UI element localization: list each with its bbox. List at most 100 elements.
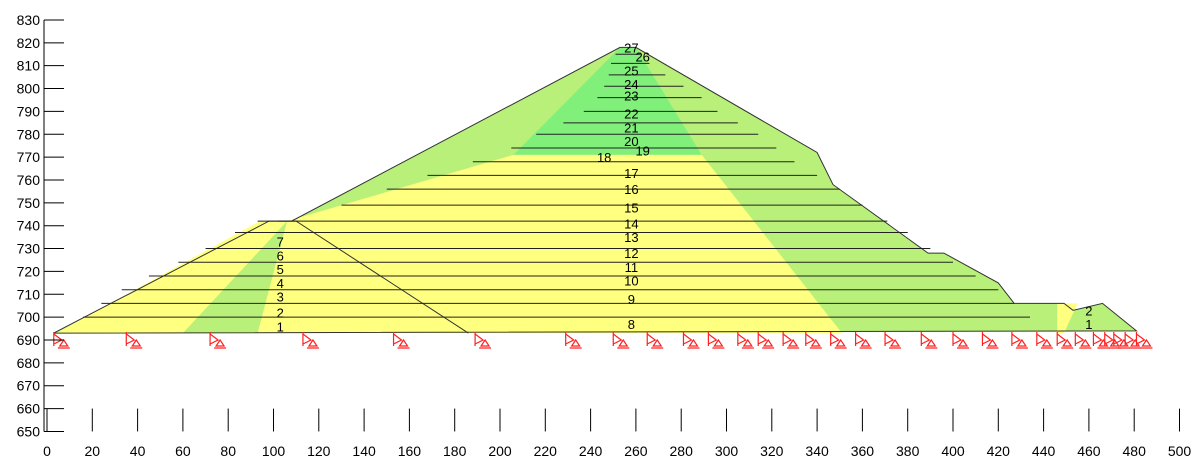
x-tick-label: 80 [220,443,236,459]
support-roller [782,332,793,346]
support-pin [57,338,70,349]
axes: 8308208108007907807707607507407307207107… [17,12,1192,459]
y-tick-label: 670 [17,378,41,394]
x-tick-label: 260 [624,443,648,459]
support-symbol [565,332,582,349]
y-tick-label: 660 [17,401,41,417]
support-symbol [737,332,754,349]
support-roller [737,332,747,346]
support-pin [687,338,700,349]
support-roller [565,332,575,346]
x-tick-label: 0 [43,443,51,459]
support-pin [741,338,754,349]
support-symbol [1092,332,1110,349]
support-symbol [302,332,319,349]
support-roller [1074,332,1085,346]
x-tick-label: 440 [1032,443,1056,459]
support-pin [889,338,902,349]
layer-label: 7 [277,235,284,250]
y-tick-label: 740 [17,218,41,234]
support-roller [981,332,992,346]
support-roller [757,332,768,346]
y-tick-label: 650 [17,423,41,439]
support-pin [1140,338,1153,349]
layer-label: 1 [1085,317,1092,332]
support-symbol [612,332,630,349]
x-tick-label: 100 [262,443,286,459]
layer-label: 13 [624,230,638,245]
support-roller [682,332,693,346]
support-roller [1104,332,1114,346]
layer-label: 9 [628,292,635,307]
support-pin [617,338,630,349]
support-symbol [209,332,227,349]
support-roller [884,332,895,346]
layer-label: 19 [635,143,649,158]
support-roller [209,332,220,346]
support-symbol [1011,332,1028,349]
layer-label: 8 [628,317,635,332]
y-tick-label: 760 [17,172,41,188]
support-roller [952,332,963,346]
y-tick-label: 710 [17,286,41,302]
material-regions [53,46,1138,334]
layer-lines [83,53,1031,318]
inner-core-region [513,47,702,155]
support-symbols [53,332,1153,349]
support-roller [474,332,485,346]
support-pin [214,338,227,349]
y-tick-label: 820 [17,35,41,51]
support-pin [712,338,725,349]
support-roller [707,332,718,346]
layer-label: 14 [624,216,638,231]
layer-label: 3 [277,290,284,305]
x-tick-label: 220 [534,443,558,459]
x-tick-label: 400 [941,443,965,459]
support-symbol [920,332,938,349]
x-tick-label: 460 [1077,443,1101,459]
upstream-core-region [56,221,288,334]
support-pin [397,338,410,349]
support-pin [787,338,800,349]
support-roller [1124,332,1135,346]
support-symbol [782,332,800,349]
downstream-core-region [1057,303,1078,334]
x-tick-label: 160 [398,443,422,459]
support-symbol [952,332,969,349]
x-tick-label: 120 [307,443,331,459]
x-tick-label: 320 [760,443,784,459]
support-pin [651,338,664,349]
support-roller [855,332,865,346]
support-symbol [682,332,700,349]
main-core-region [257,154,843,334]
support-roller [1135,332,1146,346]
support-roller [1011,332,1022,346]
x-tick-label: 500 [1168,443,1192,459]
support-roller [392,332,403,346]
support-pin [834,338,847,349]
layer-label: 18 [597,150,611,165]
support-symbol [1056,332,1074,349]
x-tick-label: 60 [175,443,191,459]
layer-label: 26 [635,50,649,65]
support-roller [830,332,840,346]
support-pin [1079,338,1092,349]
layer-label: 25 [624,63,638,78]
support-roller [1113,332,1123,346]
x-tick-label: 180 [443,443,467,459]
layer-label: 15 [624,200,638,215]
x-tick-label: 380 [896,443,920,459]
support-pin [569,338,582,349]
x-tick-label: 300 [715,443,739,459]
support-symbol [474,332,492,349]
support-symbol [830,332,847,349]
layer-label: 10 [624,274,638,289]
x-tick-label: 360 [851,443,875,459]
layer-label: 27 [624,40,638,55]
support-pin [925,338,938,349]
support-symbol [805,332,822,349]
layer-label: 6 [277,248,284,263]
x-tick-label: 280 [670,443,694,459]
